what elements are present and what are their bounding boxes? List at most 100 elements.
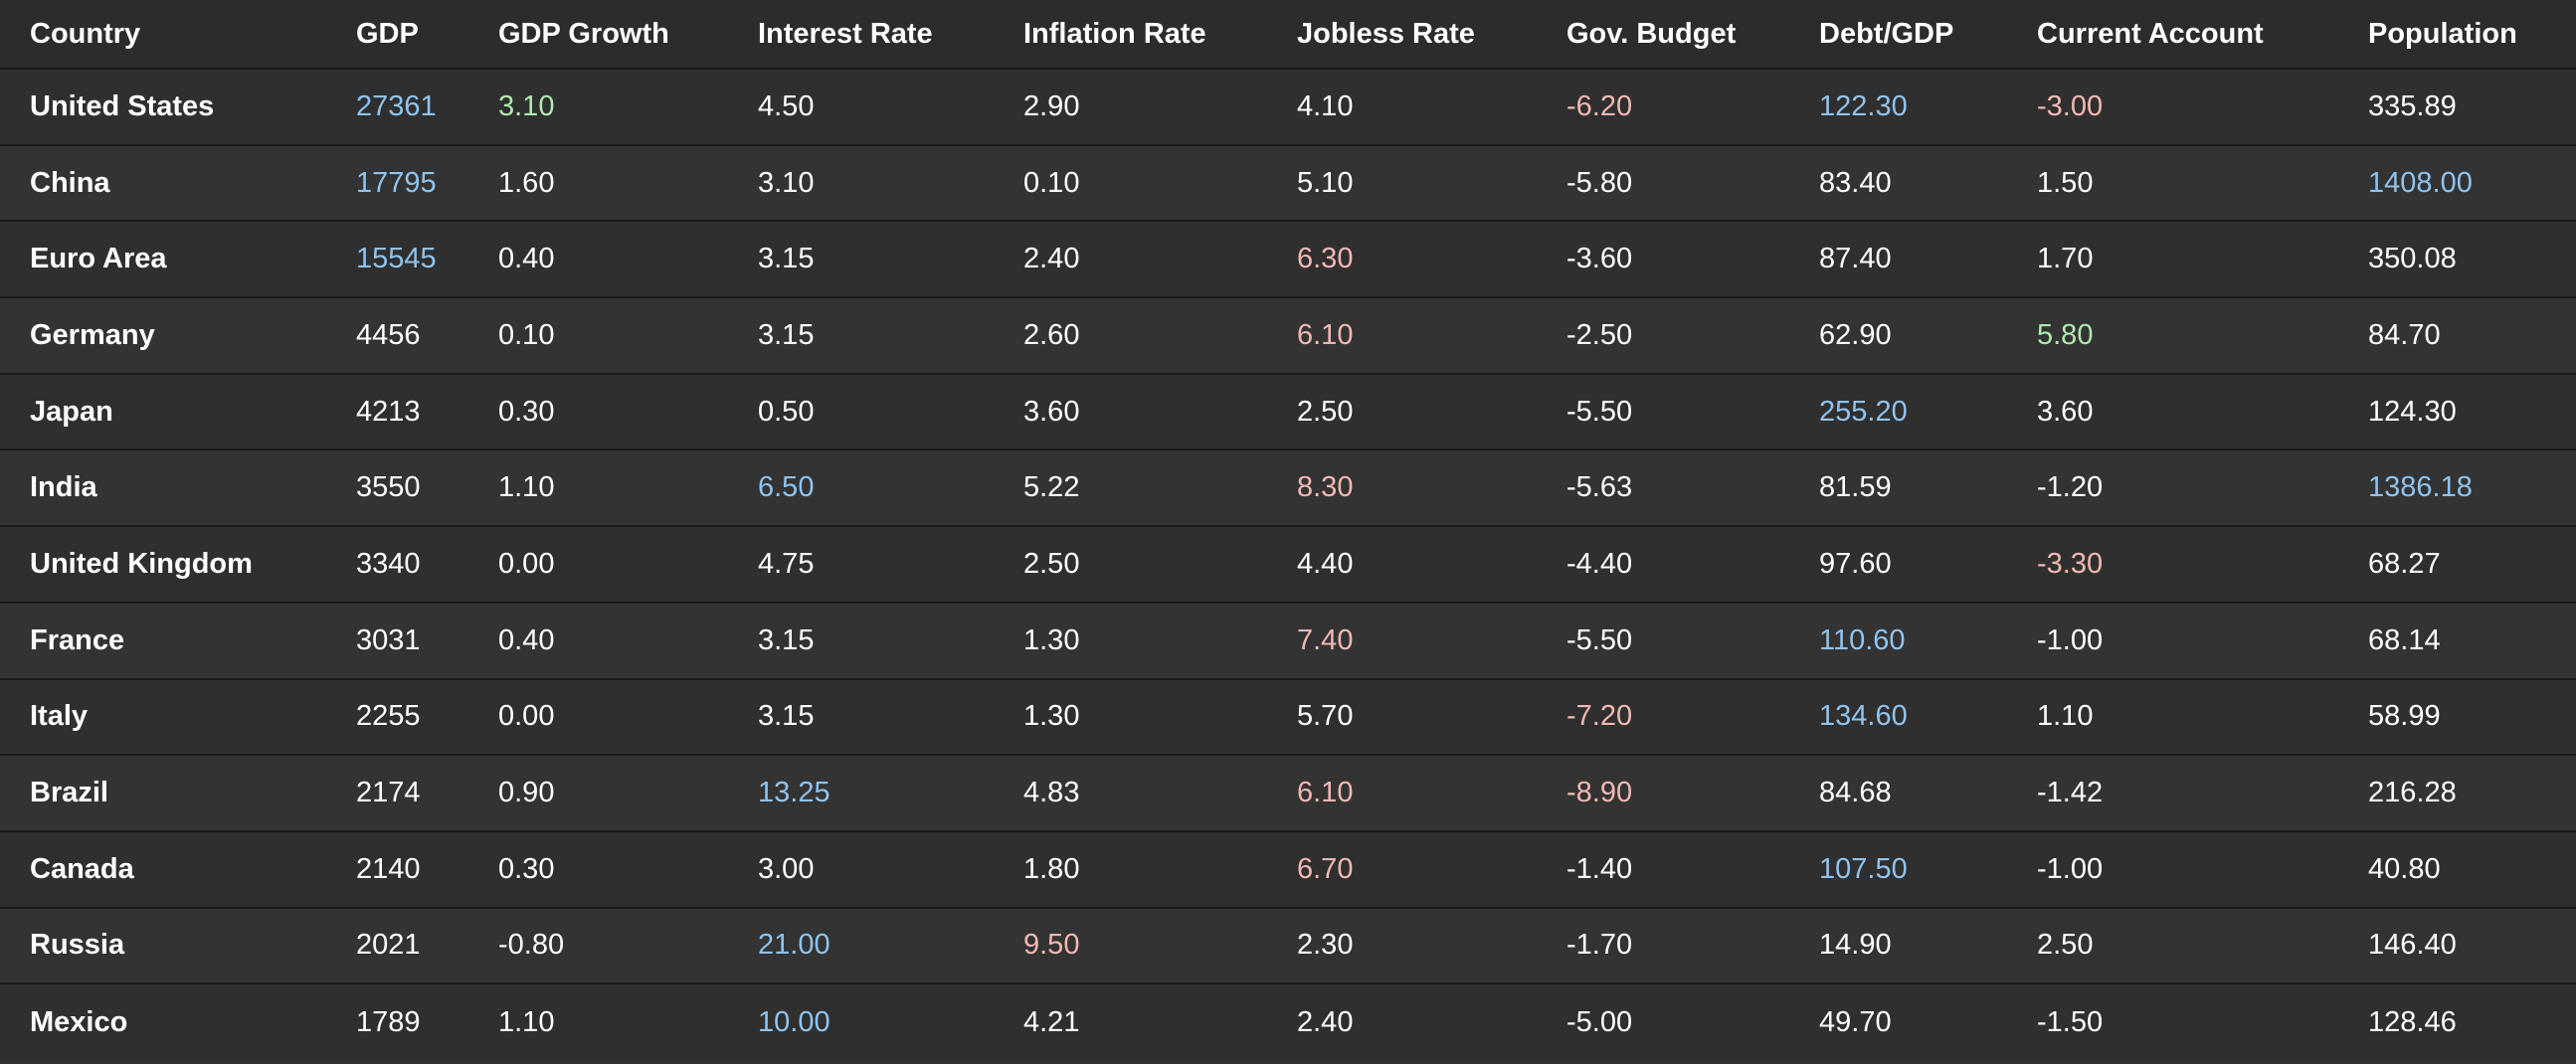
country-name-link[interactable]: Italy <box>30 700 89 733</box>
table-cell: 146.40 <box>2368 929 2457 962</box>
table-row[interactable]: Japan 4213 0.30 0.50 3.60 2.50 -5.50 255.20 3.60… <box>0 373 2576 450</box>
table-cell: 255.20 <box>1819 395 1908 428</box>
table-cell: 68.27 <box>2368 547 2441 580</box>
table-cell: 62.90 <box>1819 318 1892 351</box>
table-cell: 40.80 <box>2368 852 2441 885</box>
header-row: Country GDP GDP Growth Interest Rate Inflati… <box>0 0 2576 69</box>
table-cell: 87.40 <box>1819 243 1892 275</box>
table-cell: 0.30 <box>498 852 555 885</box>
table-cell: 0.40 <box>498 623 555 656</box>
table-cell: 0.40 <box>498 243 555 275</box>
table-cell: 6.50 <box>758 471 815 504</box>
table-row[interactable]: France 3031 0.40 3.15 1.30 7.40 -5.50 110.60 -1.… <box>0 602 2576 679</box>
table-cell: 13.25 <box>758 777 830 809</box>
table-cell: 10.00 <box>758 1005 830 1038</box>
column-header-country[interactable]: Country <box>30 17 141 50</box>
table-cell: 49.70 <box>1819 1005 1892 1038</box>
table-cell: -5.00 <box>1566 1005 1633 1038</box>
country-name-link[interactable]: United Kingdom <box>30 547 253 580</box>
table-cell: -1.00 <box>2037 852 2104 885</box>
table-row[interactable]: United Kingdom 3340 0.00 4.75 2.50 4.40 -4.40 9… <box>0 526 2576 603</box>
table-cell: 2.90 <box>1023 89 1080 122</box>
column-header-gov-budget[interactable]: Gov. Budget <box>1566 17 1737 50</box>
table-cell: -5.63 <box>1566 471 1633 504</box>
table-cell: 14.90 <box>1819 929 1892 962</box>
table-cell: 27361 <box>356 89 437 122</box>
table-cell: 0.50 <box>758 395 815 428</box>
table-cell: 6.30 <box>1297 243 1354 275</box>
table-cell: -3.60 <box>1566 243 1633 275</box>
table-cell: 2174 <box>356 777 421 809</box>
table-cell: 1.10 <box>2037 700 2094 733</box>
country-name-link[interactable]: China <box>30 166 110 199</box>
column-header-gdp-growth[interactable]: GDP Growth <box>498 17 669 50</box>
table-cell: 134.60 <box>1819 700 1908 733</box>
table-row[interactable]: United States 27361 3.10 4.50 2.90 4.10 -6.20 1… <box>0 69 2576 145</box>
table-row[interactable]: Mexico 1789 1.10 10.00 4.21 2.40 -5.00 49.70 -1.… <box>0 983 2576 1060</box>
table-cell: 4.10 <box>1297 89 1354 122</box>
table-cell: 335.89 <box>2368 89 2457 122</box>
table-cell: 21.00 <box>758 929 830 962</box>
table-cell: -3.00 <box>2037 89 2104 122</box>
table-cell: -1.00 <box>2037 623 2104 656</box>
table-cell: 3.00 <box>758 852 815 885</box>
table-cell: 3340 <box>356 547 421 580</box>
table-cell: 2255 <box>356 700 421 733</box>
table-cell: 3.60 <box>1023 395 1080 428</box>
country-name-link[interactable]: France <box>30 623 125 656</box>
table-cell: 122.30 <box>1819 89 1908 122</box>
country-name-link[interactable]: Canada <box>30 852 134 885</box>
country-name-link[interactable]: United States <box>30 89 215 122</box>
table-cell: -8.90 <box>1566 777 1633 809</box>
column-header-inflation-rate[interactable]: Inflation Rate <box>1023 17 1206 50</box>
column-header-debt-gdp[interactable]: Debt/GDP <box>1819 17 1954 50</box>
country-name-link[interactable]: Russia <box>30 929 125 962</box>
table-cell: 2.40 <box>1023 243 1080 275</box>
table-cell: -5.50 <box>1566 395 1633 428</box>
table-cell: -1.20 <box>2037 471 2104 504</box>
table-cell: 1.80 <box>1023 852 1080 885</box>
country-name-link[interactable]: India <box>30 471 97 504</box>
country-name-link[interactable]: Brazil <box>30 777 108 809</box>
table-cell: 2.30 <box>1297 929 1354 962</box>
column-header-interest-rate[interactable]: Interest Rate <box>758 17 933 50</box>
country-name-link[interactable]: Japan <box>30 395 113 428</box>
table-cell: 1789 <box>356 1005 421 1038</box>
table-cell: -1.40 <box>1566 852 1633 885</box>
country-name-link[interactable]: Euro Area <box>30 243 167 275</box>
table-row[interactable]: Canada 2140 0.30 3.00 1.80 6.70 -1.40 107.50 -1.… <box>0 830 2576 908</box>
table-cell: 3.15 <box>758 623 815 656</box>
table-cell: 2.40 <box>1297 1005 1354 1038</box>
country-name-link[interactable]: Germany <box>30 318 155 351</box>
table-cell: 128.46 <box>2368 1005 2457 1038</box>
table-cell: 3031 <box>356 623 421 656</box>
column-header-population[interactable]: Population <box>2368 17 2517 50</box>
column-header-gdp[interactable]: GDP <box>356 17 419 50</box>
table-row[interactable]: Euro Area 15545 0.40 3.15 2.40 6.30 -3.60 87.40… <box>0 221 2576 298</box>
table-cell: 84.70 <box>2368 318 2441 351</box>
table-cell: 4.21 <box>1023 1005 1080 1038</box>
table-row[interactable]: China 17795 1.60 3.10 0.10 5.10 -5.80 83.40 1.50… <box>0 144 2576 222</box>
table-cell: -7.20 <box>1566 700 1633 733</box>
table-row[interactable]: Russia 2021 -0.80 21.00 9.50 2.30 -1.70 14.90 2.… <box>0 907 2576 984</box>
table-cell: 0.90 <box>498 777 555 809</box>
table-cell: 2.50 <box>2037 929 2094 962</box>
table-row[interactable]: Italy 2255 0.00 3.15 1.30 5.70 -7.20 134.60 1.10… <box>0 678 2576 756</box>
table-row[interactable]: Brazil 2174 0.90 13.25 4.83 6.10 -8.90 84.68 -1.… <box>0 755 2576 831</box>
table-cell: 6.70 <box>1297 852 1354 885</box>
table-cell: 3.10 <box>498 89 555 122</box>
country-name-link[interactable]: Mexico <box>30 1005 128 1038</box>
column-header-jobless-rate[interactable]: Jobless Rate <box>1297 17 1475 50</box>
table-cell: 68.14 <box>2368 623 2441 656</box>
table-row[interactable]: Germany 4456 0.10 3.15 2.60 6.10 -2.50 62.90 5.8… <box>0 297 2576 374</box>
table-cell: -1.50 <box>2037 1005 2104 1038</box>
table-cell: 17795 <box>356 166 437 199</box>
table-cell: 5.22 <box>1023 471 1080 504</box>
table-cell: 7.40 <box>1297 623 1354 656</box>
column-header-current-account[interactable]: Current Account <box>2037 17 2264 50</box>
table-row[interactable]: India 3550 1.10 6.50 5.22 8.30 -5.63 81.59 -1.20… <box>0 449 2576 527</box>
table-cell: -3.30 <box>2037 547 2104 580</box>
table-cell: 2.50 <box>1023 547 1080 580</box>
table-body: United States 27361 3.10 4.50 2.90 4.10 -6.20 1… <box>0 69 2576 1060</box>
